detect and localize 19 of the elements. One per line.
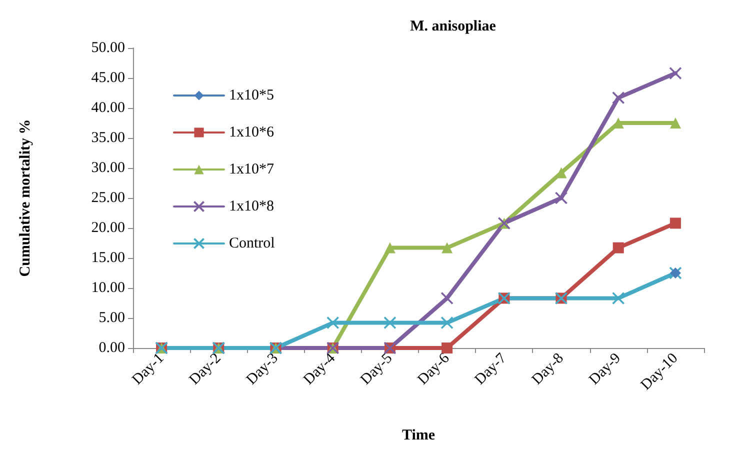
x-axis-title: Time [402,428,436,444]
y-tick-label: 5.00 [98,310,125,326]
y-axis-title: Cumulative mortality % [18,119,34,277]
legend-label: 1x10*5 [229,88,274,104]
y-tick-label: 10.00 [91,280,125,296]
y-tick-label: 30.00 [91,160,125,176]
y-tick-label: 0.00 [98,340,125,356]
legend-label: 1x10*7 [229,162,274,178]
chart-title: M. anisopliae [410,18,496,34]
y-tick-label: 25.00 [91,190,125,206]
y-tick-label: 50.00 [91,40,125,56]
y-tick-label: 20.00 [91,220,125,236]
legend-label: 1x10*6 [229,124,274,140]
y-tick-label: 45.00 [91,70,125,86]
legend-label: Control [229,236,275,252]
y-tick-label: 15.00 [91,250,125,266]
y-tick-label: 40.00 [91,100,125,116]
legend-label: 1x10*8 [229,198,274,214]
y-tick-label: 35.00 [91,130,125,146]
